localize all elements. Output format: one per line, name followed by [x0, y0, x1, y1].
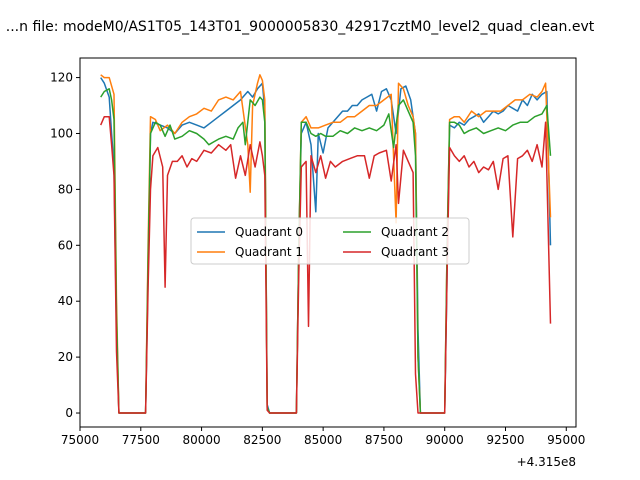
y-axis: 0 20 40 60 80 100 120 [50, 71, 80, 420]
x-tick-label: 77500 [122, 433, 160, 447]
legend-label: Quadrant 2 [381, 225, 449, 239]
x-tick-label: 80000 [182, 433, 220, 447]
series-line-quadrant-0 [100, 77, 552, 414]
x-tick-label: 75000 [61, 433, 99, 447]
x-axis: 75000 77500 80000 82500 85000 87500 90000 92500… [61, 427, 585, 447]
legend-box [190, 217, 470, 265]
series-line-quadrant-1 [100, 74, 552, 414]
legend-label: Quadrant 0 [235, 225, 303, 239]
axes-frame [79, 57, 577, 428]
y-tick-label: 20 [58, 350, 73, 364]
chart-title: ...n file: modeM0/AS1T05_143T01_90000058… [6, 19, 595, 35]
x-tick-label: 92500 [486, 433, 524, 447]
legend: Quadrant 0 Quadrant 1 Quadrant 2 Quadrant 3 [190, 217, 470, 265]
series-line-quadrant-2 [100, 88, 552, 414]
x-tick-label: 95000 [547, 433, 585, 447]
y-tick-label: 80 [58, 182, 73, 196]
legend-label: Quadrant 3 [381, 245, 449, 259]
x-tick-label: 87500 [365, 433, 403, 447]
series-line-quadrant-3 [100, 115, 552, 414]
y-tick-label: 60 [58, 238, 73, 252]
x-tick-label: 85000 [304, 433, 342, 447]
x-tick-label: 90000 [426, 433, 464, 447]
x-tick-label: 82500 [243, 433, 281, 447]
y-tick-label: 120 [50, 71, 73, 85]
legend-label: Quadrant 1 [235, 245, 303, 259]
y-tick-label: 100 [50, 126, 73, 140]
y-tick-label: 0 [65, 406, 73, 420]
x-axis-offset-label: +4.315e8 [517, 455, 576, 469]
y-tick-label: 40 [58, 294, 73, 308]
plot-area [100, 74, 552, 414]
